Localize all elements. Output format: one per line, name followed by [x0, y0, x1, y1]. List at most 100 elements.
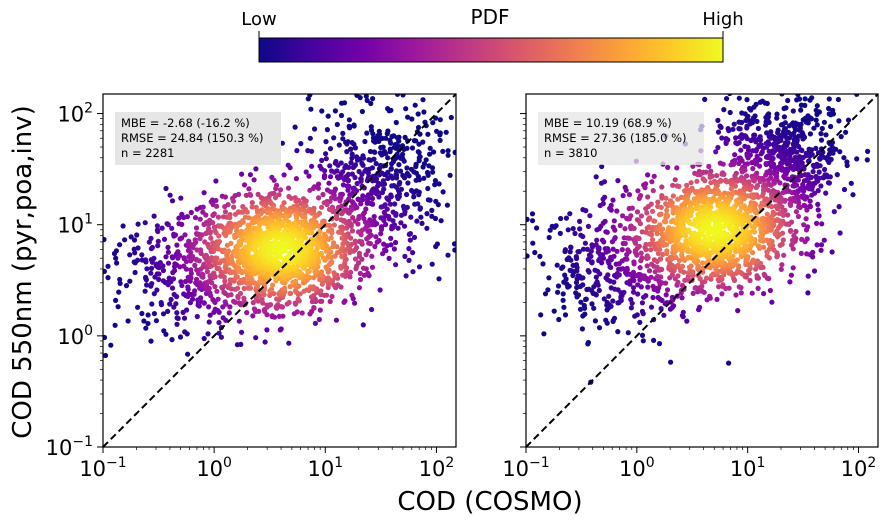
- scatter-point: [659, 195, 665, 201]
- scatter-point: [211, 270, 217, 276]
- scatter-point: [360, 211, 366, 218]
- scatter-point: [299, 310, 305, 316]
- scatter-point: [404, 191, 410, 198]
- scatter-point: [385, 175, 391, 182]
- colorbar-low-label: Low: [241, 9, 276, 30]
- scatter-point: [619, 247, 625, 253]
- scatter-point: [426, 163, 432, 169]
- scatter-point: [779, 262, 785, 268]
- scatter-point: [280, 313, 286, 319]
- scatter-point: [338, 224, 344, 230]
- scatter-point: [178, 195, 184, 201]
- scatter-point: [381, 241, 387, 247]
- scatter-point: [663, 280, 669, 286]
- scatter-point: [757, 157, 763, 163]
- scatter-point: [754, 273, 760, 279]
- scatter-point: [324, 201, 330, 208]
- scatter-point: [458, 285, 463, 290]
- scatter-point: [135, 221, 141, 227]
- scatter-point: [155, 238, 161, 244]
- scatter-point: [207, 230, 213, 236]
- scatter-point: [605, 272, 611, 278]
- scatter-point: [582, 240, 589, 246]
- scatter-point: [177, 252, 183, 258]
- scatter-point: [575, 292, 582, 298]
- scatter-point: [648, 232, 655, 238]
- scatter-point: [331, 222, 337, 228]
- scatter-point: [562, 312, 569, 318]
- scatter-point: [648, 304, 655, 310]
- scatter-point: [412, 201, 418, 207]
- scatter-point: [384, 206, 390, 212]
- scatter-point: [327, 189, 334, 195]
- scatter-point: [583, 208, 589, 214]
- scatter-point: [307, 187, 313, 193]
- scatter-point: [271, 291, 277, 297]
- scatter-point: [396, 138, 402, 144]
- scatter-point: [753, 184, 759, 191]
- scatter-point: [168, 296, 174, 303]
- scatter-point: [669, 272, 676, 278]
- scatter-point: [148, 338, 154, 344]
- scatter-point: [54, 256, 59, 261]
- scatter-point: [206, 304, 212, 310]
- scatter-point: [407, 237, 413, 243]
- scatter-point: [398, 220, 404, 226]
- scatter-point: [762, 197, 768, 203]
- scatter-point: [705, 257, 712, 263]
- scatter-point: [864, 157, 870, 163]
- scatter-point: [659, 184, 665, 190]
- scatter-point: [823, 190, 829, 196]
- scatter-point: [614, 208, 620, 214]
- scatter-point: [240, 219, 246, 225]
- scatter-point: [198, 295, 204, 301]
- scatter-point: [798, 102, 805, 108]
- scatter-point: [444, 202, 450, 208]
- scatter-point: [580, 282, 586, 288]
- scatter-point: [657, 222, 663, 228]
- scatter-point: [400, 94, 406, 98]
- scatter-point: [739, 204, 745, 210]
- scatter-point: [405, 114, 411, 120]
- colorbar-gradient: [258, 37, 724, 63]
- x-tick-label: 10−1: [502, 455, 549, 481]
- scatter-point: [193, 239, 199, 245]
- scatter-point: [413, 177, 419, 183]
- scatter-point: [318, 288, 324, 294]
- scatter-point: [173, 301, 179, 307]
- scatter-point: [624, 265, 630, 271]
- scatter-point: [125, 318, 131, 324]
- scatter-point: [688, 263, 694, 269]
- scatter-point: [134, 232, 140, 238]
- scatter-point: [227, 281, 233, 287]
- scatter-point: [610, 197, 616, 203]
- scatter-point: [646, 268, 653, 274]
- scatter-point: [212, 306, 218, 312]
- scatter-point: [199, 232, 205, 238]
- scatter-point: [346, 117, 352, 123]
- scatter-point: [391, 67, 396, 72]
- scatter-point: [708, 168, 714, 174]
- scatter-point: [409, 145, 416, 151]
- scatter-point: [369, 195, 376, 202]
- scatter-point: [699, 260, 706, 266]
- scatter-point: [623, 187, 629, 193]
- scatter-point: [334, 215, 340, 222]
- scatter-point: [327, 71, 332, 76]
- scatter-point: [169, 225, 175, 231]
- scatter-point: [588, 253, 594, 259]
- scatter-point: [424, 225, 430, 231]
- scatter-point: [238, 341, 244, 347]
- scatter-point: [117, 276, 123, 283]
- scatter-point: [804, 207, 810, 213]
- scatter-point: [510, 254, 515, 259]
- scatter-point: [578, 299, 584, 305]
- scatter-point: [278, 247, 284, 253]
- scatter-point: [798, 107, 804, 113]
- scatter-point: [115, 304, 121, 310]
- scatter-point: [149, 281, 155, 287]
- scatter-point: [178, 279, 184, 285]
- scatter-point: [825, 180, 832, 186]
- scatter-point: [282, 285, 288, 291]
- scatter-point: [643, 241, 649, 248]
